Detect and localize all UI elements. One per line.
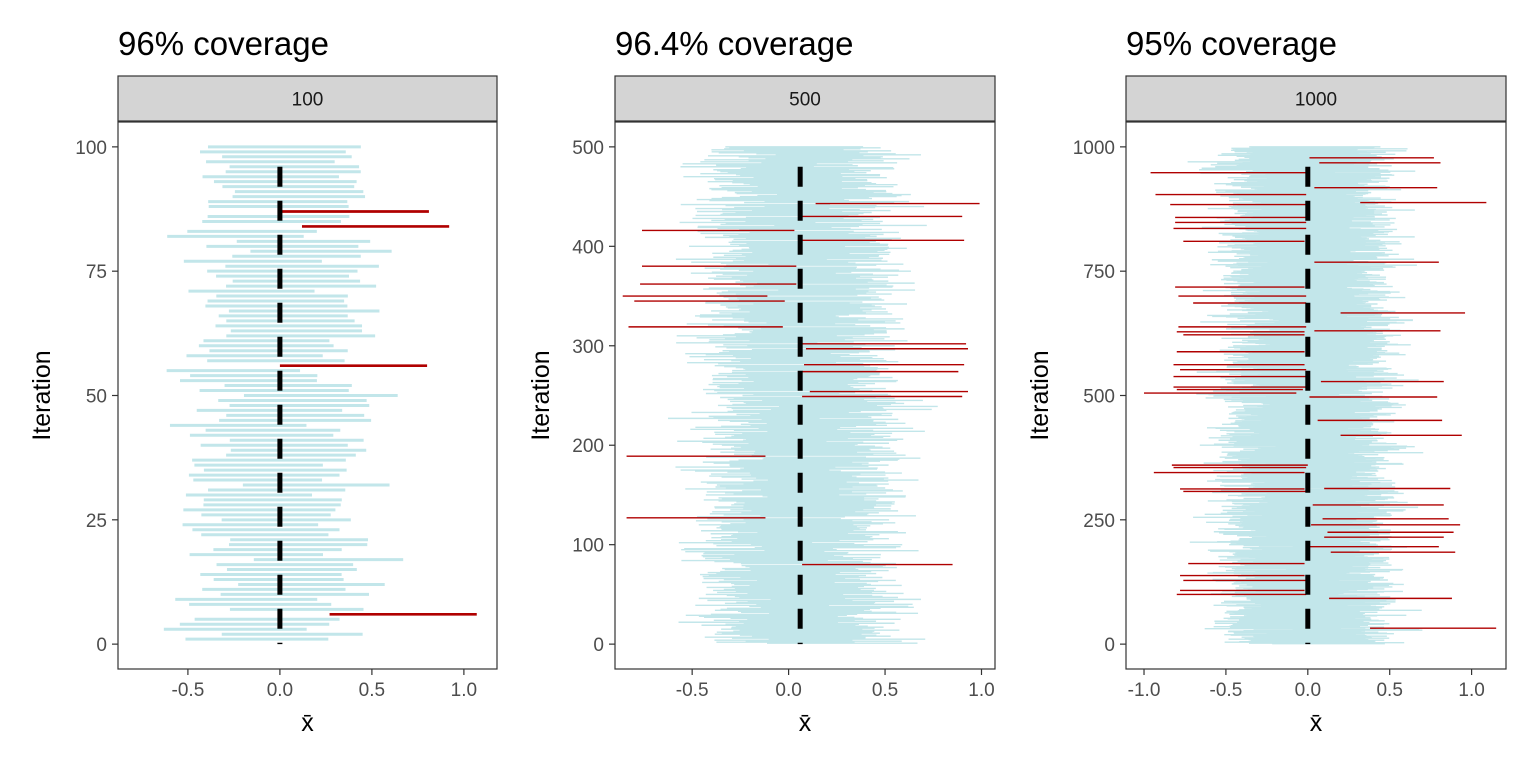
y-tick-label: 50	[86, 387, 107, 408]
facet-panel-500: 96.4% coverage 500 -0.5 0.0 0.5 1.0 0 100 200 300…	[527, 25, 996, 737]
facet-strip-label: 100	[292, 90, 324, 111]
panel-border	[614, 121, 996, 670]
facet-panel-1000: 95% coverage 1000 -1.0 -0.5 0.0 0.5 1.0 0 250 500…	[1026, 25, 1507, 737]
y-tick-label: 0	[96, 635, 107, 656]
missed-interval-series	[622, 202, 980, 566]
y-tick-label: 1000	[1073, 138, 1115, 159]
panel-title: 96% coverage	[118, 25, 329, 62]
y-axis-title: Iteration	[1026, 350, 1054, 440]
y-axis-title: Iteration	[527, 350, 555, 440]
x-tick-label: -0.5	[172, 680, 205, 701]
y-tick-label: 0	[1104, 635, 1115, 656]
y-tick-label: 500	[572, 138, 604, 159]
y-tick-label: 25	[86, 511, 107, 532]
x-tick-label: 0.0	[1295, 680, 1321, 701]
facet-strip-label: 1000	[1295, 90, 1337, 111]
y-tick-label: 400	[572, 237, 604, 258]
facet-strip	[1125, 75, 1507, 122]
facet-strip	[117, 75, 498, 122]
panel-title: 96.4% coverage	[615, 25, 854, 62]
x-tick-label: 0.0	[775, 680, 801, 701]
y-tick-label: 100	[572, 536, 604, 557]
y-tick-label: 250	[1083, 511, 1115, 532]
interval-series	[668, 146, 938, 644]
x-tick-label: 0.5	[872, 680, 898, 701]
x-tick-label: -0.5	[676, 680, 709, 701]
interval-series	[163, 145, 404, 641]
x-tick-label: 1.0	[451, 680, 477, 701]
y-tick-label: 200	[572, 436, 604, 457]
y-tick-label: 500	[1083, 387, 1115, 408]
panel-title: 95% coverage	[1126, 25, 1337, 62]
y-axis-title: Iteration	[28, 350, 56, 440]
x-axis-title: x̄	[1310, 709, 1323, 737]
x-axis-title: x̄	[301, 709, 314, 737]
y-tick-label: 750	[1083, 262, 1115, 283]
x-tick-label: 1.0	[1458, 680, 1484, 701]
x-tick-label: -0.5	[1210, 680, 1243, 701]
y-tick-label: 100	[75, 138, 107, 159]
x-tick-label: 0.5	[359, 680, 385, 701]
y-tick-label: 0	[593, 635, 604, 656]
x-tick-label: 0.5	[1376, 680, 1402, 701]
facet-strip	[614, 75, 996, 122]
x-tick-label: 0.0	[267, 680, 293, 701]
x-axis-title: x̄	[799, 709, 812, 737]
facet-panel-100: 96% coverage 100 -0.5 0.0 0.5 1.0 0 25 50 75 100 x̄…	[28, 25, 498, 737]
x-tick-label: 1.0	[968, 680, 994, 701]
missed-interval-series	[279, 210, 477, 616]
facet-strip-label: 500	[789, 90, 821, 111]
y-tick-label: 300	[572, 337, 604, 358]
y-tick-label: 75	[86, 262, 107, 283]
x-tick-label: -1.0	[1128, 680, 1161, 701]
missed-interval-series	[1144, 157, 1497, 629]
